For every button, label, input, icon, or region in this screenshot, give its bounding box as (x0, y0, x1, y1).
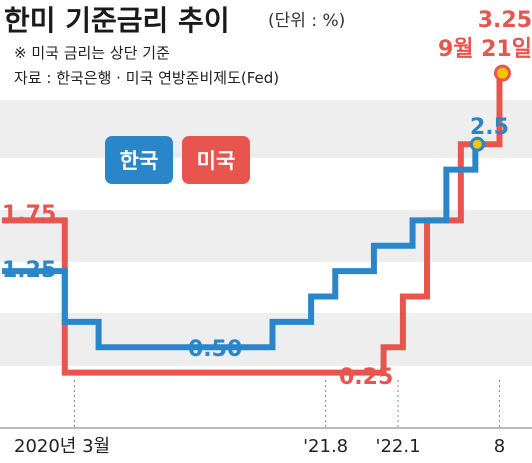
series-lines (2, 64, 511, 376)
legend-korea-label: 한국 (120, 149, 159, 173)
grid-band (0, 100, 532, 158)
x-tick-label: '21.8 (303, 436, 348, 457)
x-tick-label: 2020년 3월 (14, 436, 110, 457)
background-bands (0, 100, 532, 366)
x-tick-label: '22.1 (376, 436, 421, 457)
data-label: 3.25 (478, 8, 532, 33)
note-text: ※ 미국 금리는 상단 기준 (14, 44, 170, 62)
korea-end-marker (469, 136, 485, 152)
x-tick-label: 8 (494, 436, 505, 457)
source-text: 자료 : 한국은행 · 미국 연방준비제도(Fed) (14, 69, 279, 87)
unit-label: (단위 : %) (268, 11, 345, 31)
guide-lines (0, 380, 532, 429)
legend-us-label: 미국 (197, 149, 236, 173)
legend-korea-swatch (105, 136, 173, 184)
legend-us-swatch (182, 136, 250, 184)
data-label: 1.75 (2, 202, 56, 227)
data-label: 2.5 (470, 115, 509, 140)
data-label: 9월 21일 (438, 37, 532, 62)
data-labels: 1.75 1.25 0.50 0.25 2.5 3.25 9월 21일 (2, 8, 532, 390)
data-label: 1.25 (2, 258, 56, 283)
data-label: 0.25 (339, 365, 393, 390)
legend: 한국 미국 (105, 136, 250, 184)
x-axis-ticks: 2020년 3월 '21.8 '22.1 8 (14, 436, 505, 457)
data-label: 0.50 (188, 337, 242, 362)
us-end-marker (493, 64, 511, 82)
series-line-us (2, 68, 503, 376)
chart-title: 한미 기준금리 추이 (4, 4, 230, 37)
series-line-korea (2, 141, 485, 351)
